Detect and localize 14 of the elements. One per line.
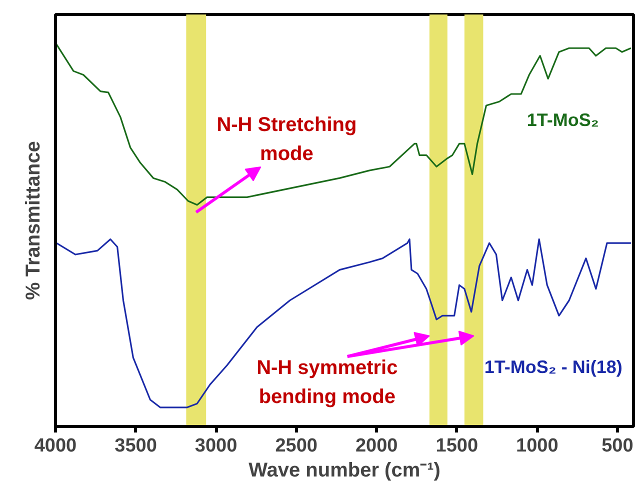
x-tick-label: 1500	[436, 436, 478, 456]
x-tick-label: 2000	[355, 436, 398, 456]
x-tick-label: 500	[602, 436, 634, 456]
x-tick-label: 3500	[114, 436, 157, 456]
text: 1T-MoS₂ - Ni(18)	[484, 357, 622, 378]
series-label: 1T-MoS₂	[526, 110, 599, 130]
y-axis-title: % Transmittance	[22, 141, 44, 300]
x-tick-label: 2500	[275, 436, 318, 456]
annotation: N-H Stretching mode	[216, 114, 357, 165]
x-tick-label: 3000	[194, 436, 238, 456]
annotation: N-H symmetric bending mode	[256, 357, 398, 408]
x-axis-title: Wave number (cm⁻¹)	[248, 460, 440, 482]
x-tick-label: 1000	[516, 436, 558, 456]
x-tick-label: 4000	[34, 436, 77, 456]
